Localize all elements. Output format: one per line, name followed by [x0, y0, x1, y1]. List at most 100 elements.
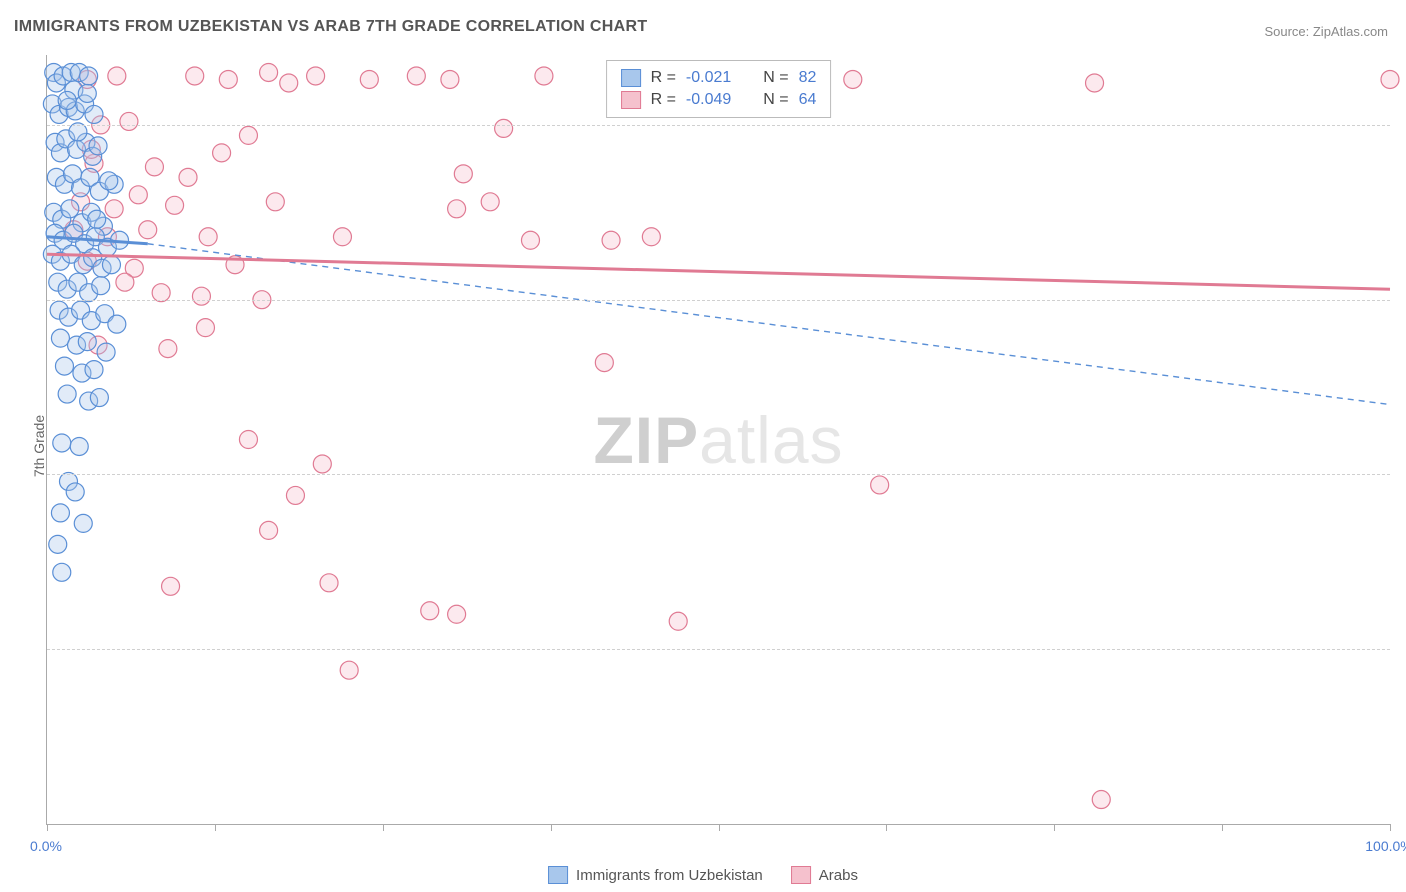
- point-arabs: [320, 574, 338, 592]
- point-arabs: [260, 63, 278, 81]
- point-arabs: [454, 165, 472, 183]
- x-tick: [215, 824, 216, 831]
- point-arabs: [116, 273, 134, 291]
- x-tick: [1054, 824, 1055, 831]
- point-arabs: [239, 126, 257, 144]
- point-arabs: [1381, 70, 1399, 88]
- point-arabs: [219, 70, 237, 88]
- point-arabs: [239, 431, 257, 449]
- chart-title: IMMIGRANTS FROM UZBEKISTAN VS ARAB 7TH G…: [14, 18, 647, 36]
- point-uzbekistan: [97, 343, 115, 361]
- point-uzbekistan: [88, 210, 106, 228]
- point-arabs: [179, 168, 197, 186]
- point-arabs: [421, 602, 439, 620]
- point-arabs: [360, 70, 378, 88]
- point-uzbekistan: [58, 385, 76, 403]
- plot-svg: [47, 55, 1390, 824]
- point-arabs: [280, 74, 298, 92]
- point-arabs: [129, 186, 147, 204]
- point-arabs: [313, 455, 331, 473]
- legend-item-arabs: Arabs: [791, 866, 858, 884]
- point-uzbekistan: [102, 256, 120, 274]
- x-tick-label: 100.0%: [1365, 838, 1406, 854]
- swatch-arabs: [791, 866, 811, 884]
- point-arabs: [642, 228, 660, 246]
- point-uzbekistan: [85, 361, 103, 379]
- point-arabs: [495, 119, 513, 137]
- point-uzbekistan: [80, 67, 98, 85]
- point-arabs: [139, 221, 157, 239]
- point-arabs: [448, 200, 466, 218]
- point-arabs: [105, 200, 123, 218]
- point-arabs: [602, 231, 620, 249]
- point-arabs: [333, 228, 351, 246]
- source-label: Source: ZipAtlas.com: [1264, 24, 1388, 39]
- point-uzbekistan: [78, 333, 96, 351]
- x-tick: [47, 824, 48, 831]
- point-uzbekistan: [53, 434, 71, 452]
- stats-row-arabs: R = -0.049 N = 64: [621, 89, 817, 111]
- point-uzbekistan: [51, 329, 69, 347]
- legend-label-arabs: Arabs: [819, 867, 858, 884]
- point-uzbekistan: [78, 84, 96, 102]
- point-arabs: [260, 521, 278, 539]
- point-arabs: [448, 605, 466, 623]
- n-label: N =: [763, 69, 788, 87]
- bottom-legend: Immigrants from Uzbekistan Arabs: [548, 866, 858, 884]
- r-label: R =: [651, 91, 676, 109]
- point-arabs: [595, 354, 613, 372]
- legend-item-uzbekistan: Immigrants from Uzbekistan: [548, 866, 763, 884]
- point-arabs: [145, 158, 163, 176]
- swatch-uzbekistan: [548, 866, 568, 884]
- point-arabs: [669, 612, 687, 630]
- point-uzbekistan: [92, 277, 110, 295]
- x-tick: [551, 824, 552, 831]
- point-arabs: [441, 70, 459, 88]
- stats-legend-box: R = -0.021 N = 82 R = -0.049 N = 64: [606, 60, 832, 118]
- point-uzbekistan: [58, 91, 76, 109]
- point-arabs: [1086, 74, 1104, 92]
- point-arabs: [186, 67, 204, 85]
- trendline-arabs: [47, 254, 1390, 289]
- point-arabs: [407, 67, 425, 85]
- trendline-dashed-uzbekistan: [148, 244, 1390, 405]
- x-tick: [719, 824, 720, 831]
- point-uzbekistan: [66, 483, 84, 501]
- point-uzbekistan: [108, 315, 126, 333]
- point-arabs: [213, 144, 231, 162]
- x-tick: [1222, 824, 1223, 831]
- point-arabs: [307, 67, 325, 85]
- gridline: [47, 474, 1390, 475]
- x-tick: [383, 824, 384, 831]
- point-arabs: [521, 231, 539, 249]
- point-uzbekistan: [74, 514, 92, 532]
- point-uzbekistan: [85, 105, 103, 123]
- point-arabs: [340, 661, 358, 679]
- point-uzbekistan: [90, 389, 108, 407]
- r-value-uzbekistan: -0.021: [686, 69, 731, 87]
- point-arabs: [108, 67, 126, 85]
- point-arabs: [871, 476, 889, 494]
- point-arabs: [535, 67, 553, 85]
- stats-row-uzbekistan: R = -0.021 N = 82: [621, 67, 817, 89]
- plot-area: ZIPatlas R = -0.021 N = 82 R = -0.049 N …: [46, 55, 1390, 825]
- point-arabs: [162, 577, 180, 595]
- point-uzbekistan: [89, 137, 107, 155]
- n-label: N =: [763, 91, 788, 109]
- point-uzbekistan: [100, 172, 118, 190]
- point-arabs: [1092, 791, 1110, 809]
- point-uzbekistan: [51, 504, 69, 522]
- point-arabs: [120, 112, 138, 130]
- point-arabs: [199, 228, 217, 246]
- point-arabs: [192, 287, 210, 305]
- point-uzbekistan: [49, 535, 67, 553]
- r-label: R =: [651, 69, 676, 87]
- swatch-uzbekistan: [621, 69, 641, 87]
- y-axis-label: 7th Grade: [31, 415, 47, 477]
- point-uzbekistan: [61, 200, 79, 218]
- point-arabs: [481, 193, 499, 211]
- point-arabs: [286, 486, 304, 504]
- r-value-arabs: -0.049: [686, 91, 731, 109]
- point-arabs: [266, 193, 284, 211]
- x-tick: [886, 824, 887, 831]
